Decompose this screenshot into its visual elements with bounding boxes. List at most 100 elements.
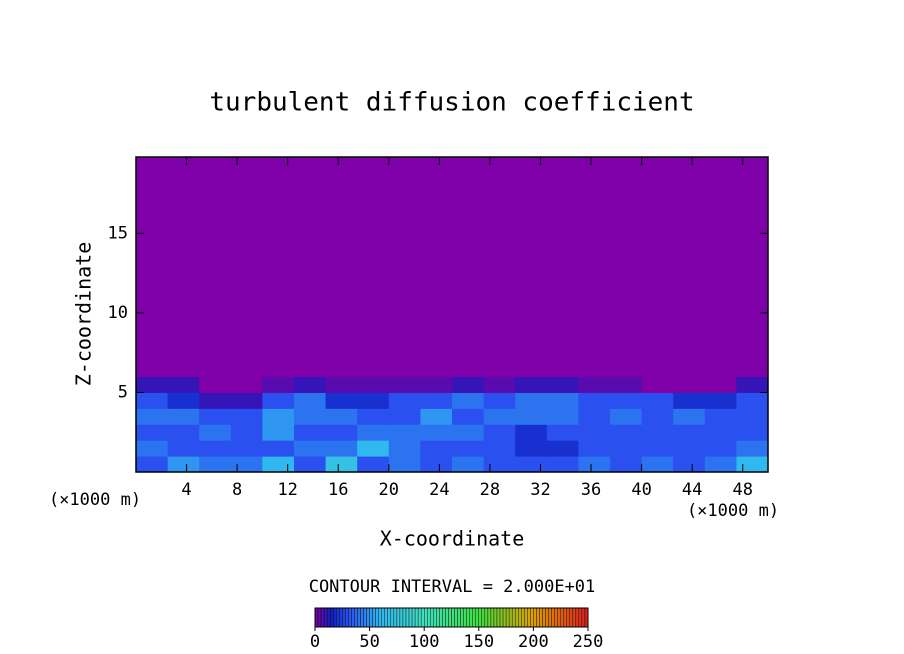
cell (546, 424, 579, 441)
colorbar-swatch (442, 607, 446, 628)
colorbar-swatch (515, 607, 519, 628)
cell (578, 440, 611, 457)
colorbar-swatch (336, 607, 340, 628)
x-tick-label: 12 (277, 480, 297, 500)
colorbar-swatch (557, 607, 561, 628)
cell (704, 157, 737, 378)
cell (325, 456, 358, 473)
colorbar-swatch (433, 607, 437, 628)
colorbar-swatch (366, 607, 370, 628)
cell (357, 408, 390, 425)
colorbar-swatch (545, 607, 549, 628)
colorbar-swatch (369, 607, 373, 628)
cell (736, 456, 769, 473)
cell (515, 424, 548, 441)
colorbar-swatch (436, 607, 440, 628)
cell (578, 424, 611, 441)
cell (294, 456, 327, 473)
colorbar-swatch (329, 607, 334, 628)
colorbar-swatch (424, 607, 428, 628)
cell (483, 157, 516, 378)
y-axis-label: Z-coordinate (72, 242, 96, 387)
colorbar-swatch (390, 607, 395, 628)
colorbar-swatch (560, 607, 564, 628)
cell (230, 440, 263, 457)
cell (641, 376, 674, 393)
cell (199, 157, 232, 378)
cell (199, 424, 232, 441)
colorbar-swatch (572, 607, 577, 628)
x-axis-label: X-coordinate (380, 527, 525, 551)
cell (610, 456, 643, 473)
cell (167, 157, 200, 378)
colorbar-tick-label: 50 (359, 632, 379, 652)
cell (294, 157, 327, 378)
x-tick-label: 40 (631, 480, 651, 500)
colorbar-swatch (454, 607, 458, 628)
colorbar-swatch (502, 607, 507, 628)
cell (483, 408, 516, 425)
cell (736, 424, 769, 441)
cell (357, 392, 390, 409)
colorbar-swatch (536, 607, 540, 628)
cell (736, 440, 769, 457)
cell (357, 157, 390, 378)
cell (641, 392, 674, 409)
cell (357, 440, 390, 457)
cell (546, 376, 579, 393)
colorbar-swatch (487, 607, 492, 628)
colorbar-swatch (463, 607, 467, 628)
cell (420, 392, 453, 409)
colorbar-swatch (499, 607, 504, 628)
colorbar-swatch (375, 607, 379, 628)
cell (388, 157, 421, 378)
colorbar-swatch (554, 607, 558, 628)
cell (736, 376, 769, 393)
cell (262, 424, 295, 441)
cell (673, 440, 706, 457)
cell (483, 456, 516, 473)
cell (136, 408, 169, 425)
cell (262, 157, 295, 378)
colorbar-swatch (357, 607, 361, 628)
colorbar-swatch (317, 607, 322, 628)
colorbar-swatch (384, 607, 388, 628)
cell (515, 157, 548, 378)
cell (704, 376, 737, 393)
cell (452, 408, 485, 425)
cell (578, 392, 611, 409)
cell (641, 157, 674, 378)
cell (420, 456, 453, 473)
colorbar-swatch (405, 607, 410, 628)
cell (610, 424, 643, 441)
cell (736, 392, 769, 409)
colorbar-swatch (484, 607, 489, 628)
cell (357, 424, 390, 441)
cell (230, 408, 263, 425)
cell (673, 424, 706, 441)
cell (452, 157, 485, 378)
colorbar-swatch (354, 607, 358, 628)
colorbar-swatch (551, 607, 555, 628)
colorbar-swatch (527, 607, 531, 628)
contour-interval: CONTOUR INTERVAL = 2.000E+01 (309, 577, 596, 597)
cell (515, 376, 548, 393)
colorbar-swatch (508, 607, 513, 628)
cell (452, 376, 485, 393)
colorbar-swatch (539, 607, 543, 628)
cell (483, 424, 516, 441)
cell (167, 392, 200, 409)
x-tick-label: 16 (328, 480, 348, 500)
x-tick-label: 44 (682, 480, 702, 500)
colorbar-swatch (326, 607, 331, 628)
x-tick-label: 8 (232, 480, 242, 500)
cell (546, 456, 579, 473)
cell (262, 440, 295, 457)
cell (483, 440, 516, 457)
cell (452, 424, 485, 441)
colorbar-swatch (417, 607, 422, 628)
cell (230, 424, 263, 441)
colorbar-tick-label: 150 (463, 632, 494, 652)
cell (136, 392, 169, 409)
cell (230, 157, 263, 378)
